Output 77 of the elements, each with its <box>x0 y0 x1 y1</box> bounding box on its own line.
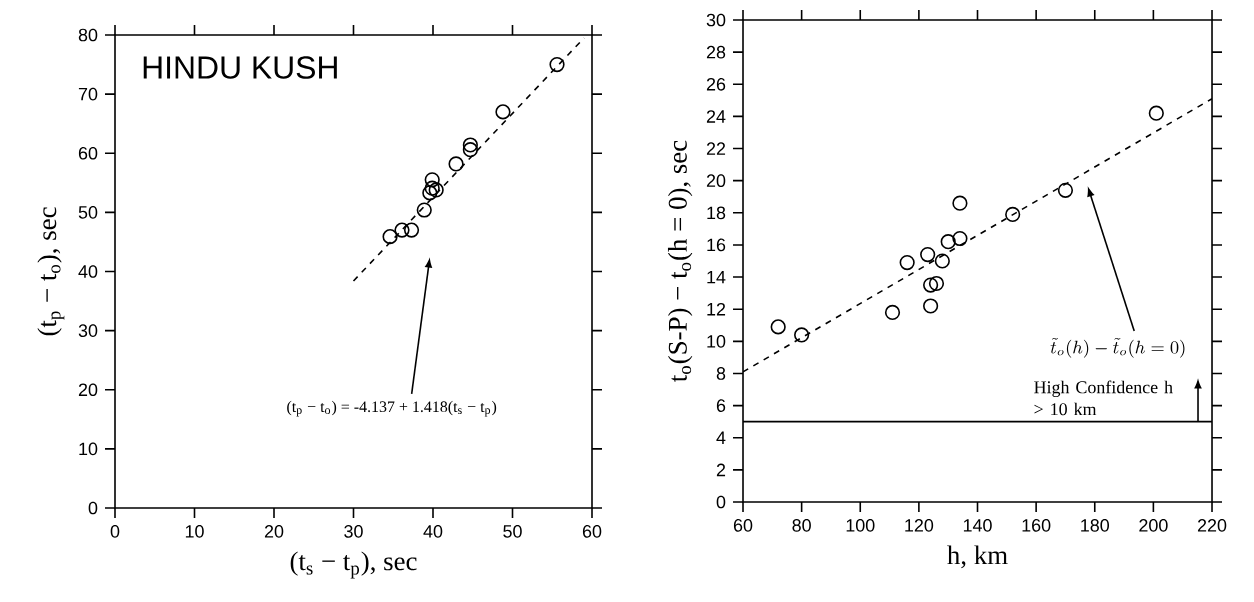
x-tick-label: 60 <box>733 519 753 532</box>
y-axis-title: (t$_{p}$ − t$_{o}$), sec <box>37 207 65 336</box>
point <box>794 327 810 343</box>
x-tick-label: 10 <box>185 525 204 538</box>
point <box>952 195 968 211</box>
x-tick-label: 60 <box>582 525 602 538</box>
y-tick-label: 10 <box>707 334 726 348</box>
y-tick-label: 24 <box>706 110 726 123</box>
x-tick-label: 180 <box>1081 519 1110 532</box>
y-tick-label: 28 <box>706 45 726 59</box>
y-tick-label: 12 <box>707 302 726 316</box>
y-axis-title: t$_{o}$(S-P) − t$_{o}$(h = 0), sec <box>667 140 693 382</box>
x-axis-title: h, km <box>947 545 1008 569</box>
y-tick-label: 2 <box>716 463 726 477</box>
point <box>934 253 950 269</box>
y-tick-label: 10 <box>79 442 98 456</box>
point <box>382 229 398 245</box>
point <box>1148 105 1164 121</box>
point <box>462 142 478 158</box>
text: (t$_{p}$ − t$_{o}$) = -4.137 + 1.418(t$_{s}$ − t$_{p}$) <box>287 400 497 417</box>
point <box>923 277 939 293</box>
point <box>770 319 786 335</box>
x-tick-label: 40 <box>423 525 443 538</box>
y-tick-label: 20 <box>706 174 726 188</box>
point <box>428 182 444 198</box>
y-tick-label: 20 <box>78 383 98 397</box>
point <box>923 298 939 314</box>
point <box>549 56 565 73</box>
x-tick-label: 200 <box>1139 519 1168 532</box>
point <box>424 172 440 188</box>
y-tick-label: 22 <box>706 142 726 155</box>
y-tick-label: 80 <box>78 28 98 42</box>
annotation: $\tilde{t}_o(h) - \tilde{t}_o(h = 0)$ <box>1050 337 1185 358</box>
point <box>940 234 956 250</box>
x-tick-label: 80 <box>792 519 811 532</box>
point <box>884 304 901 321</box>
point <box>462 137 478 153</box>
y-tick-label: 26 <box>706 77 726 91</box>
y-tick-label: 40 <box>78 265 98 278</box>
y-tick-label: 50 <box>78 206 98 219</box>
y-tick-label: 4 <box>716 431 726 444</box>
y-tick-label: 16 <box>707 238 726 252</box>
y-tick-label: 30 <box>78 324 98 337</box>
x-tick-label: 120 <box>905 519 934 532</box>
y-tick-label: 14 <box>707 270 726 284</box>
x-tick-label: 30 <box>344 525 363 538</box>
x-tick-label: 220 <box>1197 519 1227 532</box>
y-tick-label: 0 <box>88 501 98 515</box>
point <box>928 275 945 292</box>
x-tick-label: 20 <box>264 525 284 538</box>
y-tick-label: 30 <box>706 13 726 27</box>
y-tick-label: 70 <box>78 87 98 101</box>
point <box>448 156 464 172</box>
y-tick-label: 8 <box>716 367 726 380</box>
point <box>1005 206 1021 222</box>
y-tick-label: 6 <box>716 399 726 412</box>
point <box>394 222 410 238</box>
x-tick-label: 140 <box>963 519 992 532</box>
point <box>424 180 440 196</box>
x-tick-label: 0 <box>110 525 120 538</box>
x-tick-label: 100 <box>846 519 875 532</box>
x-tick-label: 160 <box>1022 519 1051 532</box>
point <box>1057 182 1074 198</box>
x-tick-label: 50 <box>503 525 522 538</box>
point <box>920 246 936 263</box>
y-tick-label: 60 <box>78 146 98 160</box>
point <box>403 222 420 238</box>
x-axis-title: (t$_{s}$ − t$_{p}$), sec <box>290 551 417 579</box>
point <box>416 202 432 218</box>
point <box>952 230 968 247</box>
text: HINDU KUSH <box>143 56 337 79</box>
point <box>422 185 438 201</box>
y-tick-label: 18 <box>707 206 726 220</box>
legend-label: High Confidence h > 10 km <box>1034 380 1173 416</box>
y-tick-label: 0 <box>716 495 726 509</box>
point <box>899 255 915 271</box>
point <box>495 104 511 120</box>
